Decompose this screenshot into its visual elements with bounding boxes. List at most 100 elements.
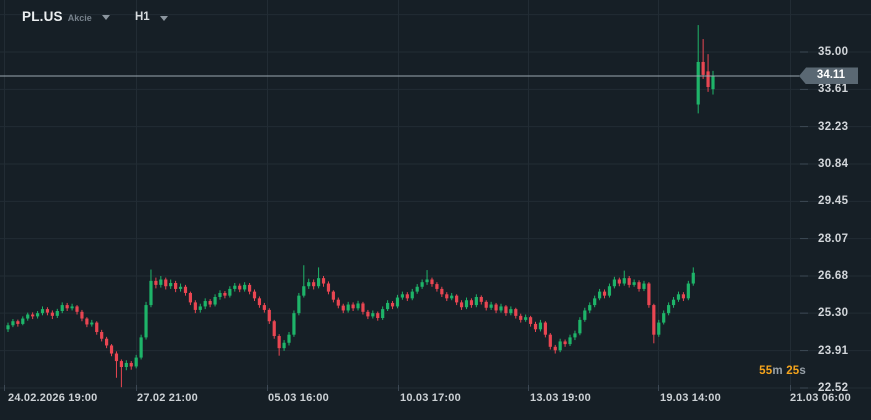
current-price-value: 34.11: [816, 69, 846, 82]
candle-body: [45, 309, 50, 313]
candle-body: [642, 283, 646, 289]
candle-body: [307, 282, 311, 287]
candle-body: [341, 305, 345, 311]
candle-body: [593, 298, 597, 306]
candle-body: [277, 336, 281, 349]
countdown-minutes: 55: [759, 365, 773, 377]
instrument-selector[interactable]: PL.US Akcie: [22, 9, 110, 24]
candle-body: [105, 338, 109, 346]
current-price-badge: 34.11: [799, 67, 858, 85]
candle-body: [415, 286, 419, 292]
candle-body: [400, 294, 404, 298]
candle-body: [499, 306, 503, 311]
candle-body: [26, 314, 30, 319]
candle-body: [193, 302, 197, 310]
price-axis-label: 28.07: [818, 232, 849, 245]
candle-body: [243, 284, 247, 290]
candle-body: [252, 291, 257, 299]
candle-body: [652, 305, 656, 335]
candle-body: [553, 346, 557, 351]
price-axis-label: 35.00: [818, 46, 849, 58]
candle-body: [223, 292, 227, 296]
candle-body: [420, 282, 424, 287]
candle-body: [563, 341, 567, 345]
candle-body: [11, 321, 15, 326]
candle-body: [75, 306, 79, 312]
price-axis-label: 25.30: [818, 307, 849, 320]
candle-body: [632, 282, 636, 285]
candle-body: [134, 357, 138, 367]
candle-body: [287, 334, 291, 343]
candle-body: [302, 286, 306, 296]
candle-body: [583, 310, 587, 320]
candle-body: [178, 286, 183, 289]
candle-body: [671, 299, 676, 306]
candle-body: [706, 71, 710, 87]
candle-body: [351, 304, 355, 309]
candle-body: [435, 284, 439, 289]
timeframe-selector[interactable]: H1: [135, 11, 168, 23]
candle-body: [568, 337, 572, 345]
candle-body: [524, 317, 528, 320]
candle-body: [109, 345, 114, 354]
candle-body: [321, 278, 326, 284]
candle-body: [85, 318, 89, 325]
chevron-down-icon: [101, 15, 110, 20]
candle-body: [701, 61, 705, 75]
candle-body: [612, 279, 616, 287]
candle-body: [247, 284, 252, 292]
countdown-seconds: 25: [786, 365, 800, 377]
candle-body: [607, 286, 612, 296]
candle-body: [90, 322, 94, 325]
candle-body: [548, 334, 552, 347]
candle-body: [696, 61, 700, 105]
price-axis-label: 23.91: [818, 344, 849, 357]
candle-body: [21, 318, 25, 324]
candle-body: [657, 322, 661, 335]
time-axis-label: 13.03 19:00: [530, 392, 591, 404]
time-axis-label: 05.03 16:00: [268, 392, 329, 404]
candle-body: [233, 285, 237, 289]
candle-body: [346, 304, 350, 311]
chevron-down-icon: [159, 15, 168, 21]
timeframe-label: H1: [135, 11, 150, 23]
candle-body: [479, 296, 483, 302]
price-axis-label: 26.68: [818, 269, 849, 282]
candle-body: [139, 337, 143, 358]
candle-body: [405, 294, 409, 299]
candle-body: [430, 279, 434, 285]
candle-body: [410, 291, 414, 299]
candle-body: [80, 311, 84, 319]
candle-body: [622, 278, 626, 284]
candle-body: [262, 305, 266, 310]
candle-body: [198, 306, 202, 310]
candle-body: [637, 282, 641, 289]
candle-countdown: 55m 25s: [740, 365, 806, 377]
candle-body: [292, 313, 296, 335]
candle-body: [711, 75, 715, 90]
candle-body: [114, 353, 119, 362]
candle-body: [395, 297, 400, 307]
candle-body: [208, 301, 212, 305]
instrument-type-label: Akcie: [67, 13, 92, 23]
candle-body: [509, 309, 513, 314]
candle-body: [528, 317, 533, 324]
candle-body: [474, 296, 478, 306]
candle-body: [144, 305, 148, 338]
candle-body: [282, 342, 286, 349]
candle-body: [686, 283, 690, 299]
candle-body: [159, 279, 163, 285]
candle-body: [381, 309, 385, 318]
price-axis-label: 33.61: [818, 83, 849, 96]
candle-body: [6, 325, 10, 330]
candle-body: [667, 305, 671, 314]
candle-body: [50, 312, 54, 316]
candle-body: [647, 283, 651, 306]
candle-body: [573, 333, 577, 338]
candle-body: [361, 303, 365, 312]
candle-body: [533, 323, 538, 330]
candle-body: [188, 292, 193, 303]
candle-body: [326, 283, 331, 292]
candle-body: [538, 322, 543, 330]
